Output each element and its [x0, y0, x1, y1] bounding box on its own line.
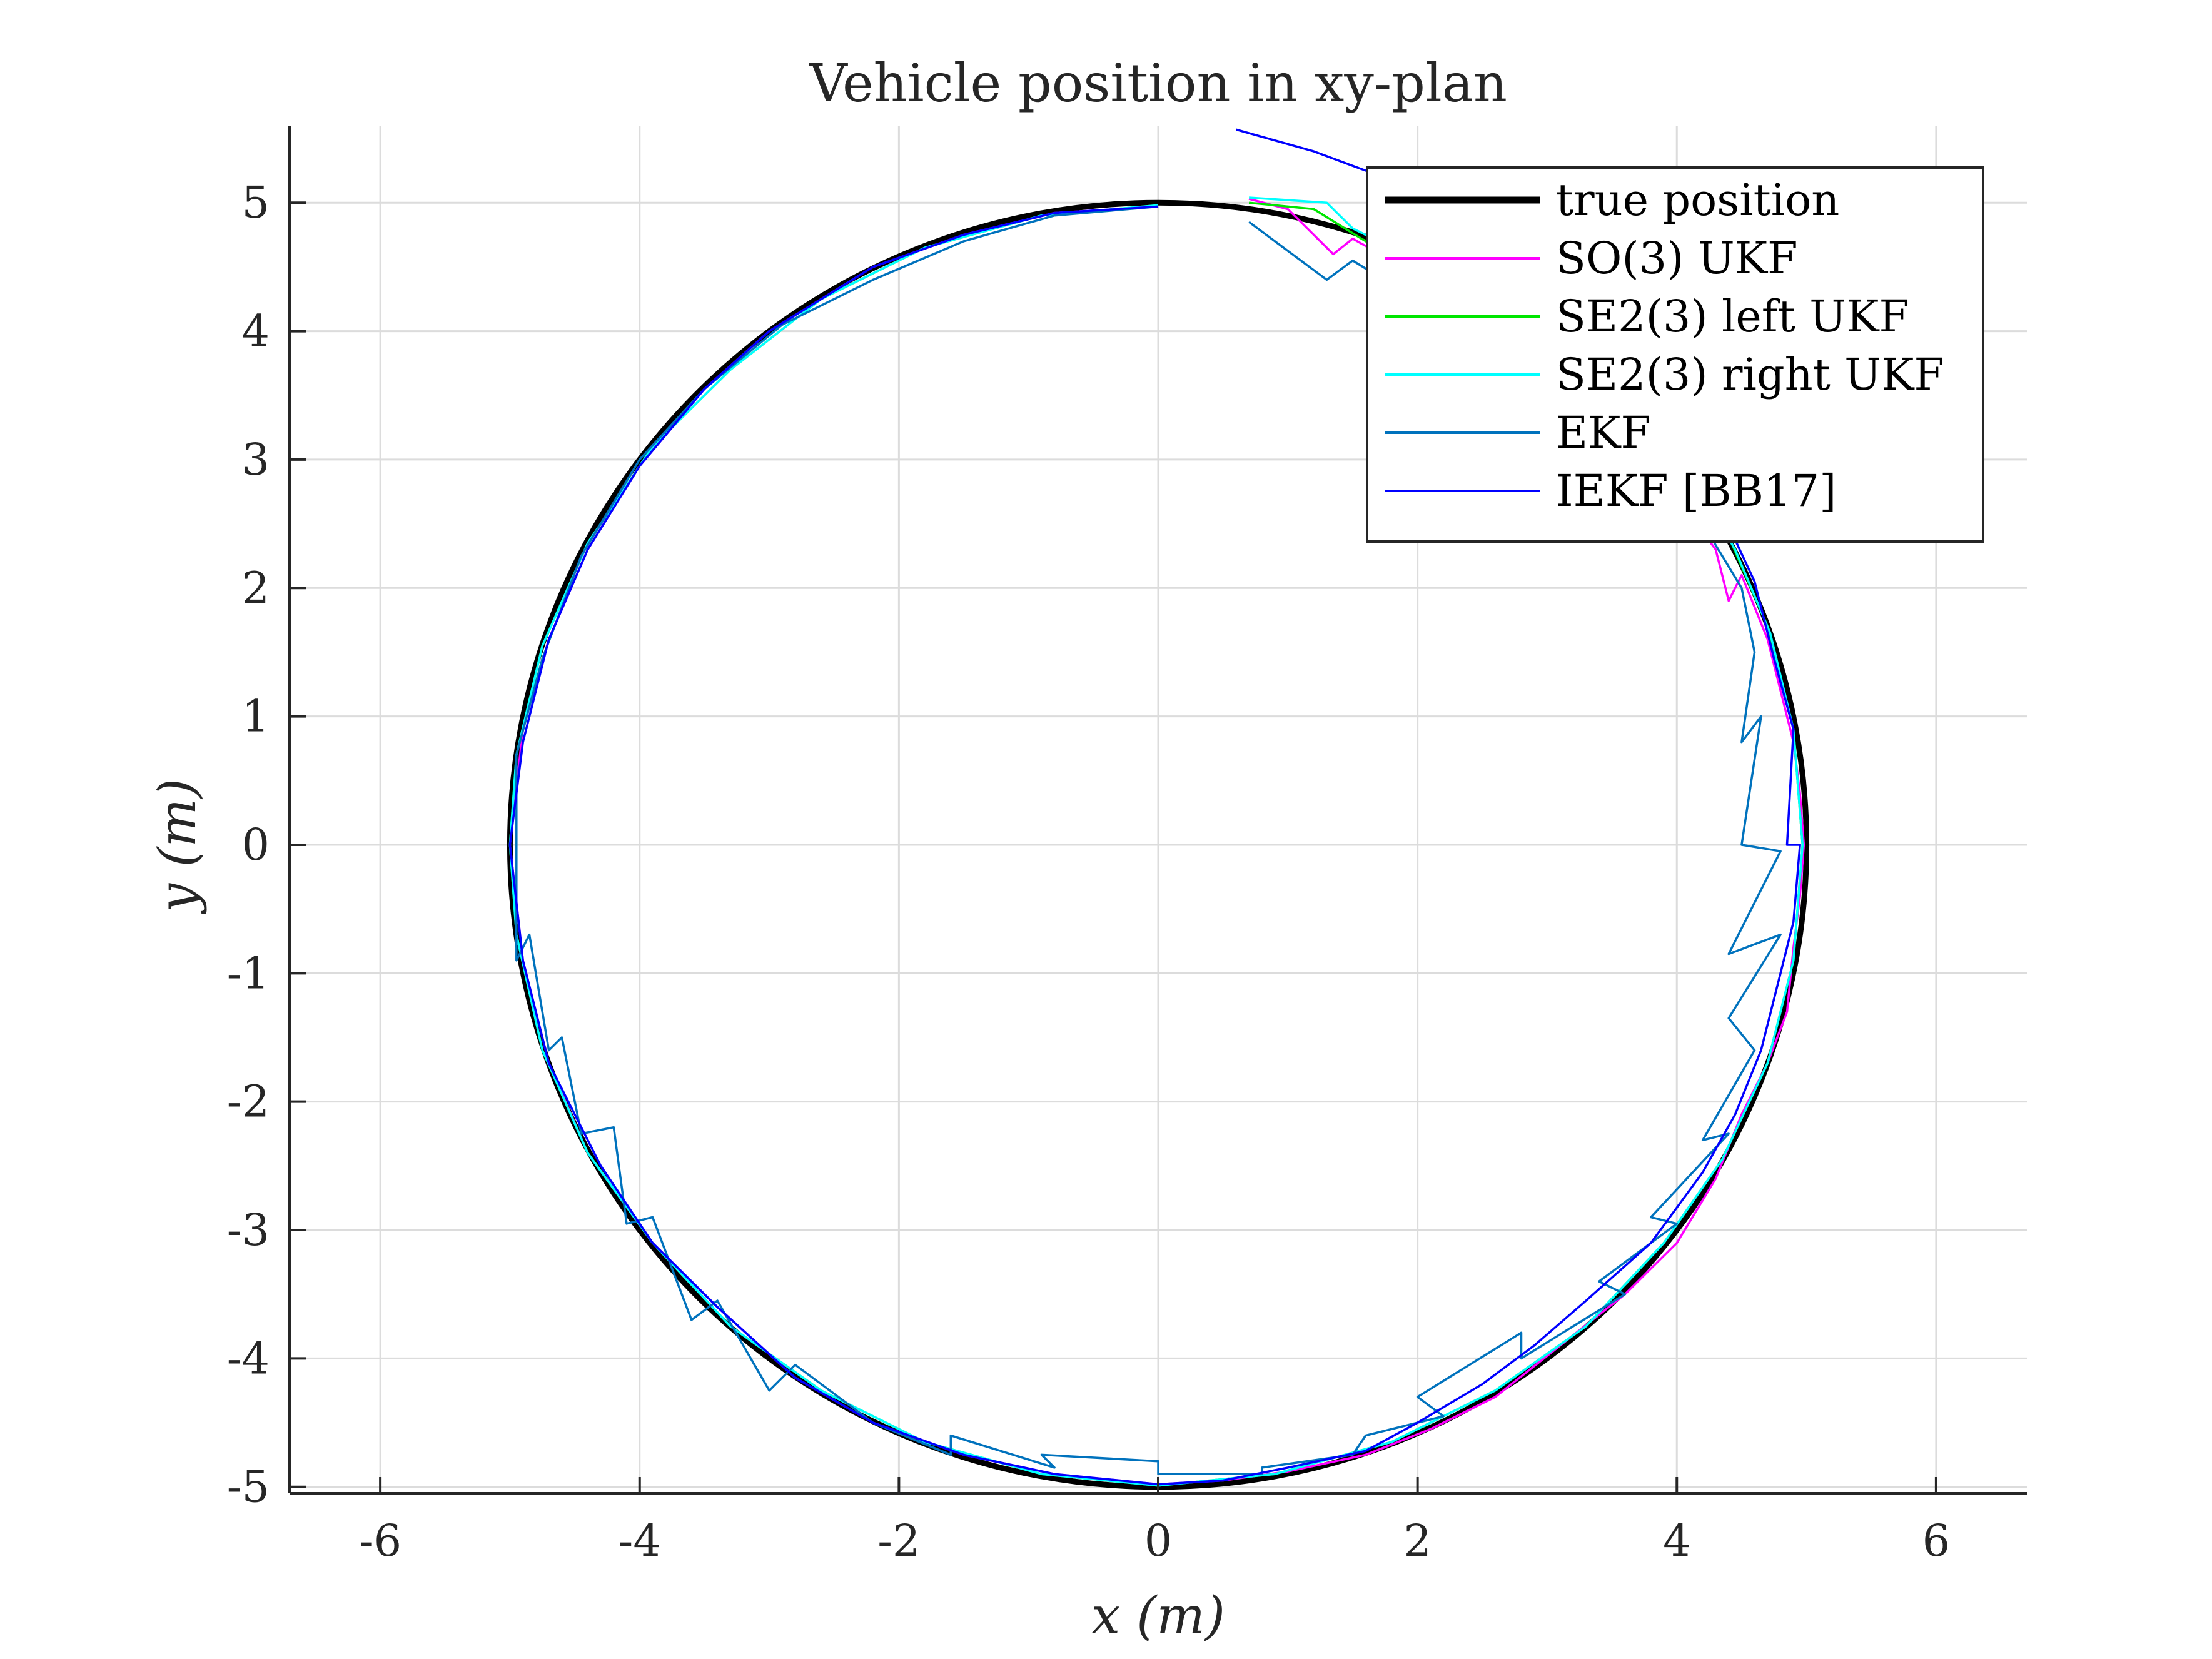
- y-tick-label: -3: [227, 1204, 270, 1256]
- y-tick-label: 3: [241, 434, 270, 485]
- x-tick-label: 2: [1403, 1515, 1432, 1566]
- y-tick-label: 1: [241, 691, 270, 742]
- tick-labels: -6 -4 -2 0 2 4 6 -5 -4 -3 -2 -1 0 1 2 3 4 5: [227, 177, 1950, 1566]
- legend-label: SO(3) UKF: [1556, 233, 1798, 284]
- legend-label: true position: [1556, 174, 1839, 226]
- y-tick-label: -5: [227, 1461, 270, 1513]
- y-tick-label: 0: [241, 819, 270, 870]
- legend-label: IEKF [BB17]: [1556, 465, 1836, 517]
- legend-label: EKF: [1556, 407, 1651, 458]
- legend: true position SO(3) UKF SE2(3) left UKF SE2…: [1366, 166, 1984, 543]
- y-tick-label: -2: [227, 1076, 270, 1127]
- y-tick-label: 5: [241, 177, 270, 228]
- y-tick-label: -1: [227, 947, 270, 999]
- y-tick-label: 2: [241, 562, 270, 613]
- x-tick-label: -6: [359, 1515, 401, 1566]
- legend-label: SE2(3) left UKF: [1556, 291, 1909, 342]
- x-tick-label: -4: [619, 1515, 661, 1566]
- y-axis-label: y (m): [148, 779, 208, 915]
- chart-title: Vehicle position in xy-plan: [809, 53, 1507, 114]
- y-tick-label: -4: [227, 1333, 270, 1384]
- x-tick-label: 6: [1922, 1515, 1951, 1566]
- legend-box: [1366, 166, 1984, 543]
- x-tick-label: -2: [877, 1515, 920, 1566]
- grid: [290, 126, 2027, 1493]
- axes: [288, 126, 2027, 1495]
- series-line-4: [515, 205, 1782, 1475]
- legend-label: SE2(3) right UKF: [1556, 349, 1944, 400]
- x-tick-label: 0: [1144, 1515, 1173, 1566]
- x-tick-label: 4: [1663, 1515, 1691, 1566]
- y-tick-label: 4: [241, 306, 270, 357]
- x-axis-label: x (m): [1091, 1586, 1225, 1646]
